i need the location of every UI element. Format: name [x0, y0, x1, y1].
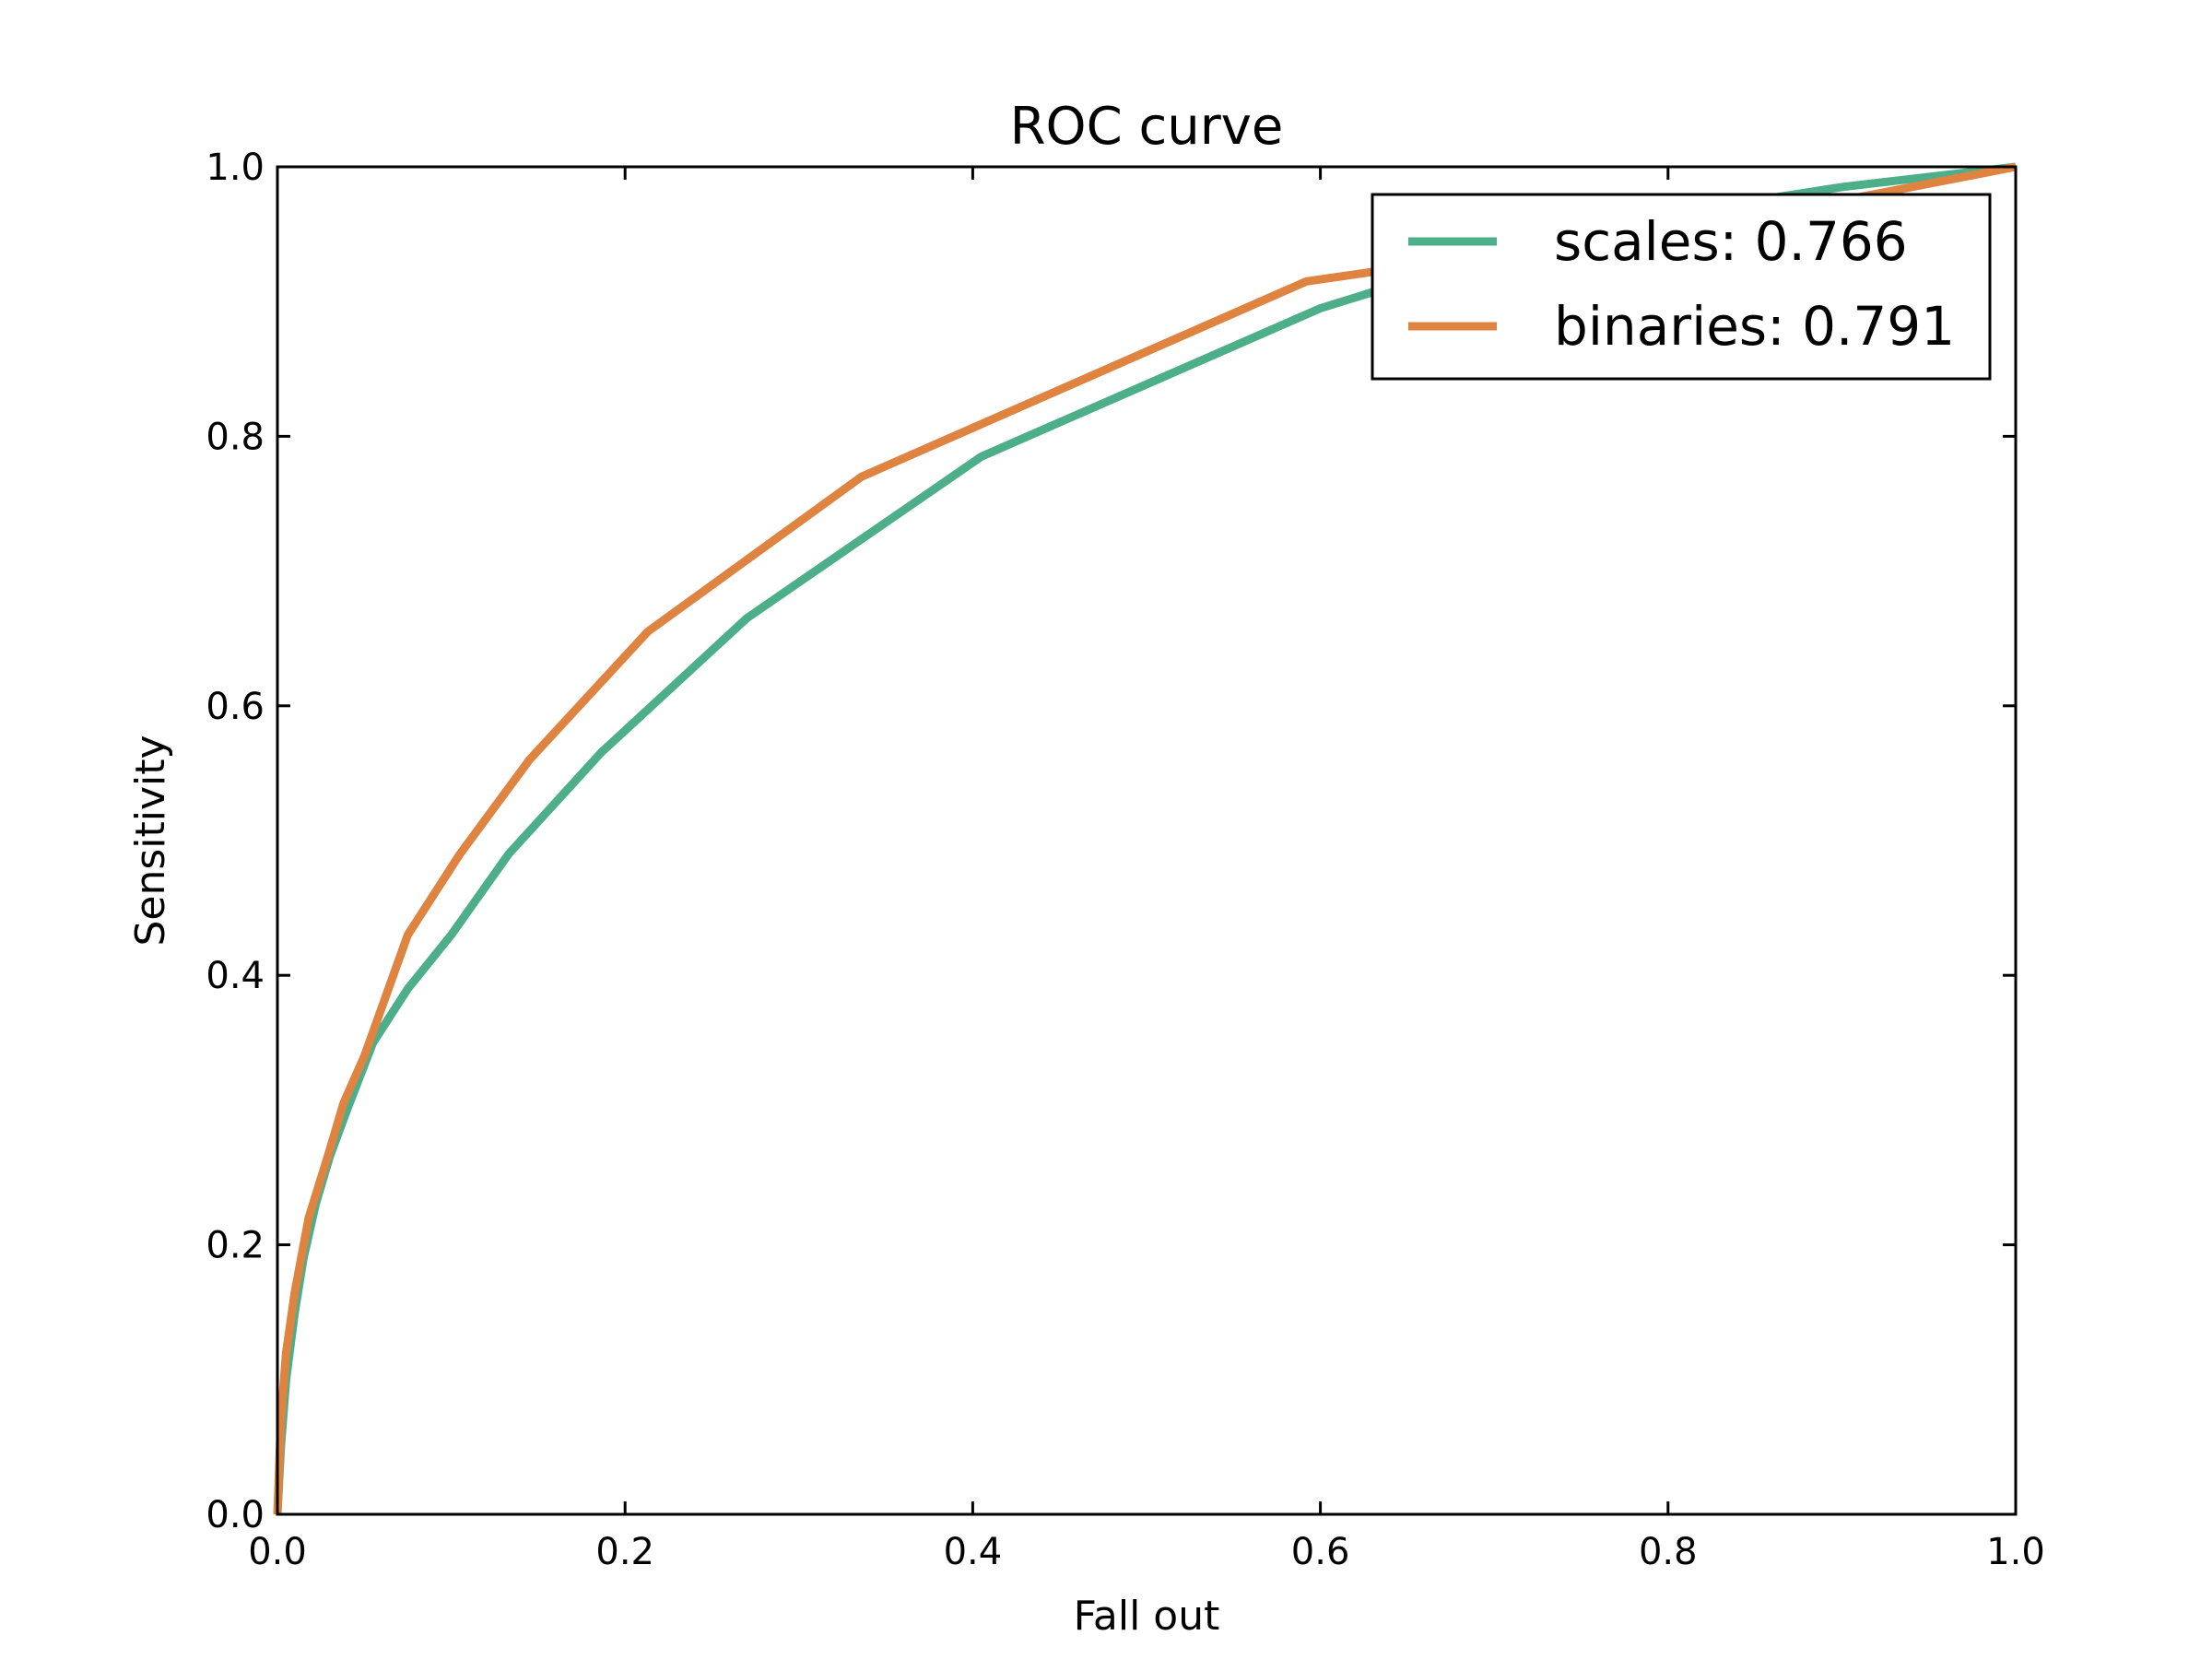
- y-tick-label-3: 0.6: [206, 686, 265, 728]
- y-tick-label-2: 0.4: [206, 955, 265, 997]
- x-tick-label-0: 0.0: [248, 1531, 307, 1573]
- x-tick-label-4: 0.8: [1639, 1531, 1698, 1573]
- legend-label-1: scales: 0.766: [1554, 210, 1908, 273]
- plot-frame: [276, 165, 2018, 1516]
- legend-label-2: binaries: 0.791: [1554, 295, 1955, 358]
- legend-items: scales: 0.766 binaries: 0.791: [1408, 210, 1955, 358]
- y-tick-label-1: 0.2: [206, 1225, 265, 1267]
- x-axis-label: Fall out: [1074, 1593, 1220, 1640]
- legend-box: [1371, 193, 1992, 381]
- legend: scales: 0.766 binaries: 0.791: [1371, 193, 1992, 381]
- x-tick-label-5: 1.0: [1986, 1531, 2045, 1573]
- x-tick-label-1: 0.2: [595, 1531, 654, 1573]
- ticks-layer: 0.0 0.2 0.4 0.6 0.8 1.0 0.0 0.2 0.4 0.6 0.8 1.0: [206, 147, 2044, 1573]
- y-tick-label-4: 0.8: [206, 416, 265, 458]
- y-axis-label: Sensitivity: [127, 735, 174, 946]
- x-tick-label-2: 0.4: [944, 1531, 1003, 1573]
- x-tick-label-3: 0.6: [1291, 1531, 1350, 1573]
- chart-title: ROC curve: [1010, 97, 1284, 157]
- y-tick-label-0: 0.0: [206, 1494, 265, 1536]
- y-tick-label-5: 1.0: [206, 147, 265, 189]
